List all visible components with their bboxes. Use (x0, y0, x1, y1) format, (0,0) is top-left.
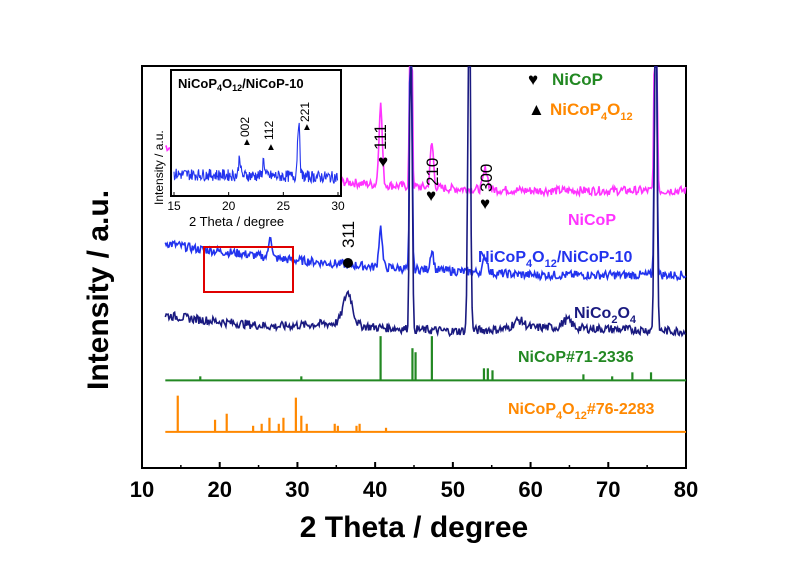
zoom-region-box (203, 246, 294, 293)
x-tick-label: 50 (441, 477, 465, 502)
inset-y-title: Intensity / a.u. (152, 130, 166, 205)
triangle-marker-icon: ▲ (302, 122, 312, 133)
legend: ♥ NiCoP ▲ NiCoP4O12 (528, 70, 633, 123)
reference-layer (165, 336, 686, 433)
x-tick-label: 20 (207, 477, 231, 502)
inset-series-line (173, 122, 339, 185)
legend-entry-nicop4o12: NiCoP4O12 (550, 100, 633, 123)
series-label-composite: NiCoP4O12/NiCoP-10 (478, 249, 633, 270)
inset-x-title: 2 Theta / degree (189, 214, 284, 229)
inset-tick-label: 15 (167, 199, 181, 213)
series-line-2 (164, 66, 686, 338)
x-tick-label: 80 (674, 477, 698, 502)
inset-tick-label: 30 (331, 199, 345, 213)
reference-label-nicop4o12: NiCoP4O12#76-2283 (508, 401, 655, 422)
series-label-nicop: NiCoP (568, 212, 616, 229)
heart-marker-icon: ♥ (378, 152, 388, 171)
peak-label-311: 311 (339, 221, 358, 248)
inset-peak-label-002: 002 (238, 117, 252, 137)
inset-chart: NiCoP4O12/NiCoP-10 Intensity / a.u. 2 Th… (152, 69, 345, 229)
peak-label-300: 300 (477, 164, 496, 192)
triangle-marker-icon: ▲ (266, 142, 276, 153)
x-tick-label: 70 (596, 477, 620, 502)
reference-label-nicop: NiCoP#71-2336 (518, 349, 634, 366)
series-line-1 (164, 66, 687, 282)
y-axis-title: Intensity / a.u. (82, 190, 115, 390)
inset-peak-label-221: 221 (298, 102, 312, 122)
x-tick-label: 10 (130, 477, 154, 502)
series-label-nico2o4: NiCo2O4 (574, 305, 637, 326)
x-axis: 10 20 30 40 50 60 70 80 (130, 462, 698, 502)
triangle-marker-icon: ▲ (528, 100, 545, 119)
peak-label-210: 210 (423, 158, 442, 186)
triangle-marker-icon: ▲ (242, 137, 252, 148)
heart-marker-icon: ♥ (528, 70, 538, 89)
x-tick-label: 30 (285, 477, 309, 502)
inset-tick-label: 25 (277, 199, 291, 213)
inset-peak-labels: ▲ 002 ▲ 112 ▲ 221 (238, 102, 312, 153)
inset-title: NiCoP4O12/NiCoP-10 (178, 76, 304, 93)
inset-x-axis: 15 20 25 30 (167, 192, 345, 213)
circle-marker-icon (343, 258, 353, 268)
heart-marker-icon: ♥ (480, 194, 490, 213)
heart-marker-icon: ♥ (426, 186, 436, 205)
peak-labels: ♥ 111 ♥ 210 ♥ 300 311 (339, 124, 496, 268)
legend-entry-nicop: NiCoP (552, 70, 603, 89)
peak-label-111: 111 (371, 124, 390, 150)
x-tick-label: 60 (518, 477, 542, 502)
inset-peak-label-112: 112 (262, 121, 276, 140)
x-axis-title: 2 Theta / degree (300, 511, 528, 544)
x-tick-label: 40 (363, 477, 387, 502)
inset-series (173, 122, 339, 185)
inset-tick-label: 20 (222, 199, 236, 213)
